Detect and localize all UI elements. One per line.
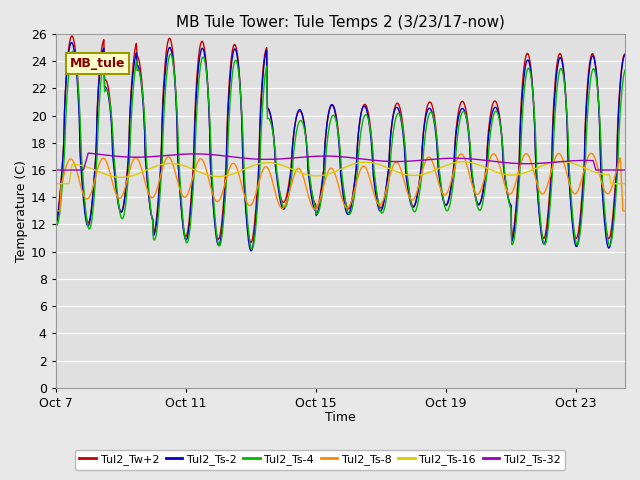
Tul2_Ts-16 — [435, 166, 443, 171]
Tul2_Ts-16 — [372, 161, 380, 167]
Tul2_Ts-2 — [52, 222, 60, 228]
Title: MB Tule Tower: Tule Temps 2 (3/23/17-now): MB Tule Tower: Tule Temps 2 (3/23/17-now… — [176, 15, 505, 30]
Tul2_Ts-4 — [297, 118, 305, 123]
Line: Tul2_Ts-32: Tul2_Ts-32 — [56, 153, 625, 170]
Tul2_Ts-8 — [621, 208, 629, 214]
Tul2_Ts-32 — [197, 151, 205, 157]
Tul2_Tw+2 — [297, 108, 305, 114]
Tul2_Ts-32 — [373, 158, 381, 164]
Tul2_Tw+2 — [621, 51, 629, 57]
Tul2_Ts-2 — [297, 108, 305, 113]
Tul2_Ts-32 — [84, 150, 92, 156]
Tul2_Ts-2 — [247, 248, 255, 254]
Tul2_Ts-8 — [196, 156, 204, 162]
Tul2_Tw+2 — [371, 177, 378, 182]
Line: Tul2_Ts-8: Tul2_Ts-8 — [56, 154, 625, 211]
Tul2_Ts-2 — [371, 183, 378, 189]
Tul2_Ts-2 — [197, 48, 205, 54]
Tul2_Ts-4 — [371, 172, 378, 178]
Tul2_Ts-4 — [374, 193, 381, 199]
Tul2_Ts-16 — [336, 167, 344, 172]
Tul2_Ts-4 — [436, 176, 444, 182]
Text: MB_tule: MB_tule — [70, 57, 125, 70]
Tul2_Ts-2 — [621, 52, 629, 58]
Tul2_Ts-32 — [52, 167, 60, 173]
Tul2_Ts-32 — [621, 167, 629, 173]
Tul2_Ts-16 — [296, 169, 303, 175]
Tul2_Ts-16 — [557, 158, 564, 164]
Tul2_Ts-32 — [436, 156, 444, 162]
Tul2_Ts-4 — [197, 60, 205, 66]
Line: Tul2_Ts-4: Tul2_Ts-4 — [56, 51, 625, 249]
Tul2_Tw+2 — [52, 216, 60, 222]
Tul2_Tw+2 — [68, 33, 76, 39]
Tul2_Ts-4 — [52, 221, 60, 227]
Tul2_Ts-32 — [296, 155, 304, 160]
Tul2_Ts-32 — [337, 154, 344, 159]
Y-axis label: Temperature (C): Temperature (C) — [15, 160, 28, 262]
Tul2_Ts-8 — [435, 181, 443, 187]
Tul2_Ts-16 — [52, 181, 60, 187]
Tul2_Tw+2 — [197, 40, 205, 46]
Tul2_Ts-8 — [369, 189, 377, 194]
Tul2_Ts-2 — [67, 40, 75, 46]
Tul2_Ts-8 — [52, 208, 60, 214]
Tul2_Ts-8 — [588, 151, 595, 156]
Tul2_Ts-2 — [436, 183, 444, 189]
Line: Tul2_Ts-2: Tul2_Ts-2 — [56, 43, 625, 251]
Tul2_Ts-8 — [372, 197, 380, 203]
Tul2_Ts-8 — [336, 189, 344, 194]
Tul2_Tw+2 — [247, 240, 255, 245]
Tul2_Ts-16 — [196, 169, 204, 175]
Tul2_Ts-2 — [374, 201, 381, 206]
Tul2_Ts-4 — [248, 246, 255, 252]
Tul2_Ts-4 — [69, 48, 77, 54]
Tul2_Tw+2 — [436, 180, 444, 186]
X-axis label: Time: Time — [325, 411, 356, 424]
Tul2_Ts-2 — [337, 178, 345, 184]
Line: Tul2_Ts-16: Tul2_Ts-16 — [56, 161, 625, 184]
Tul2_Ts-16 — [369, 160, 377, 166]
Tul2_Ts-4 — [621, 67, 629, 73]
Tul2_Ts-4 — [337, 166, 345, 172]
Tul2_Ts-16 — [621, 181, 629, 187]
Tul2_Ts-8 — [296, 166, 303, 172]
Tul2_Tw+2 — [374, 195, 381, 201]
Line: Tul2_Tw+2: Tul2_Tw+2 — [56, 36, 625, 242]
Tul2_Tw+2 — [337, 172, 345, 178]
Tul2_Ts-32 — [370, 157, 378, 163]
Legend: Tul2_Tw+2, Tul2_Ts-2, Tul2_Ts-4, Tul2_Ts-8, Tul2_Ts-16, Tul2_Ts-32: Tul2_Tw+2, Tul2_Ts-2, Tul2_Ts-4, Tul2_Ts… — [75, 450, 565, 469]
